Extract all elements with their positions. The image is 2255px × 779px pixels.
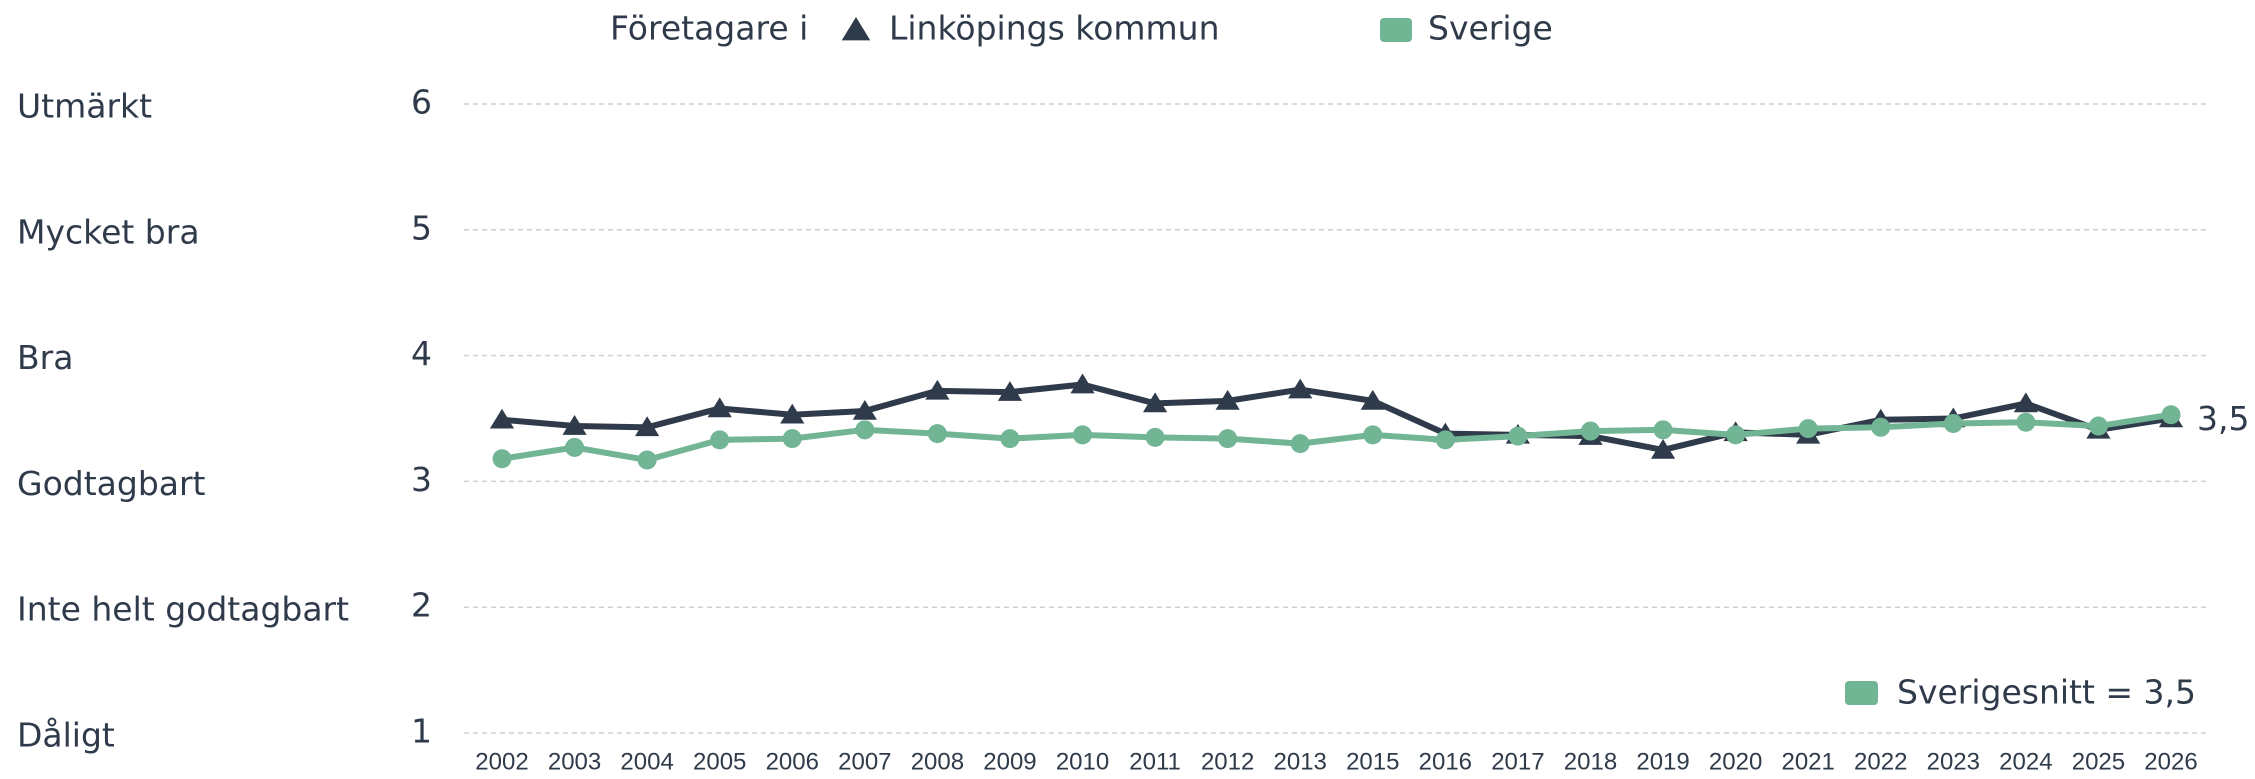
marker [782,429,802,449]
x-tick-label: 2004 [620,748,673,775]
marker [1798,419,1818,439]
marker [927,424,947,444]
marker [492,449,512,469]
y-tick-label: 3 [411,460,432,499]
marker [1871,417,1891,437]
x-tick-label: 2018 [1564,748,1617,775]
marker [1363,425,1383,445]
marker [710,430,730,450]
x-tick-label: 2021 [1781,748,1834,775]
y-tick-label: 4 [411,334,432,373]
y-tick-label: 5 [411,208,432,247]
marker [635,416,660,437]
y-tick-label: 2 [411,586,432,625]
x-tick-label: 2025 [2072,748,2125,775]
marker [562,415,587,435]
value-label: 3,5 [2197,399,2249,438]
marker [1000,429,1020,449]
marker [925,379,950,400]
legend-label: Sverige [1428,9,1553,48]
marker [1145,427,1165,447]
x-tick-label: 2007 [838,748,891,775]
marker [1070,373,1095,394]
x-tick-label: 2023 [1927,748,1980,775]
x-tick-label: 2024 [1999,748,2052,775]
marker [1580,421,1600,441]
marker [2016,412,2036,432]
y-level-name: Mycket bra [17,212,200,251]
y-level-name: Godtagbart [17,464,206,503]
x-tick-label: 2002 [475,748,528,775]
marker [1288,378,1313,399]
marker [1218,429,1238,449]
x-tick-label: 2013 [1274,748,1327,775]
x-tick-label: 2010 [1056,748,1109,775]
x-tick-label: 2011 [1129,748,1181,775]
marker [1360,389,1385,410]
y-level-name: Utmärkt [17,87,152,126]
x-tick-label: 2016 [1419,748,1472,775]
legend-marker [1380,18,1412,42]
marker [1726,425,1746,445]
x-tick-label: 2017 [1491,748,1544,775]
x-tick-label: 2026 [2144,748,2197,775]
marker [1943,414,1963,434]
marker [1073,425,1093,445]
x-tick-label: 2005 [693,748,746,775]
annotation-swatch [1845,681,1878,705]
marker [997,381,1023,401]
x-tick-label: 2015 [1346,748,1399,775]
legend-label: Linköpings kommun [889,9,1220,48]
marker [852,399,877,420]
marker [637,450,657,470]
series-line [501,411,2172,464]
legend-marker [841,17,871,41]
x-tick-label: 2012 [1201,748,1254,775]
marker [1508,426,1528,446]
marker [2013,392,2038,413]
y-tick-label: 1 [411,712,432,751]
marker [2088,416,2108,436]
marker [1215,389,1240,410]
marker [855,420,875,440]
x-tick-label: 2019 [1636,748,1689,775]
y-level-name: Inte helt godtagbart [17,590,349,629]
x-tick-label: 2006 [766,748,819,775]
marker [489,408,515,429]
marker [1650,438,1676,459]
marker [780,403,805,424]
x-tick-label: 2008 [911,748,964,775]
annotation: Sverigesnitt = 3,5 [1897,673,2196,712]
marker [1142,392,1168,413]
marker [1435,430,1455,450]
y-level-name: Dåligt [17,716,115,755]
x-tick-label: 2003 [548,748,601,775]
legend-title: Företagare i [610,9,808,48]
x-tick-label: 2022 [1854,748,1907,775]
marker [565,437,585,457]
y-level-name: Bra [17,338,73,377]
x-tick-label: 2020 [1709,748,1762,775]
series-line [501,381,2172,453]
marker [1290,434,1310,454]
marker [2161,405,2181,425]
y-tick-label: 6 [411,83,432,122]
marker [1653,420,1673,440]
x-tick-label: 2009 [983,748,1036,775]
marker [707,397,732,418]
